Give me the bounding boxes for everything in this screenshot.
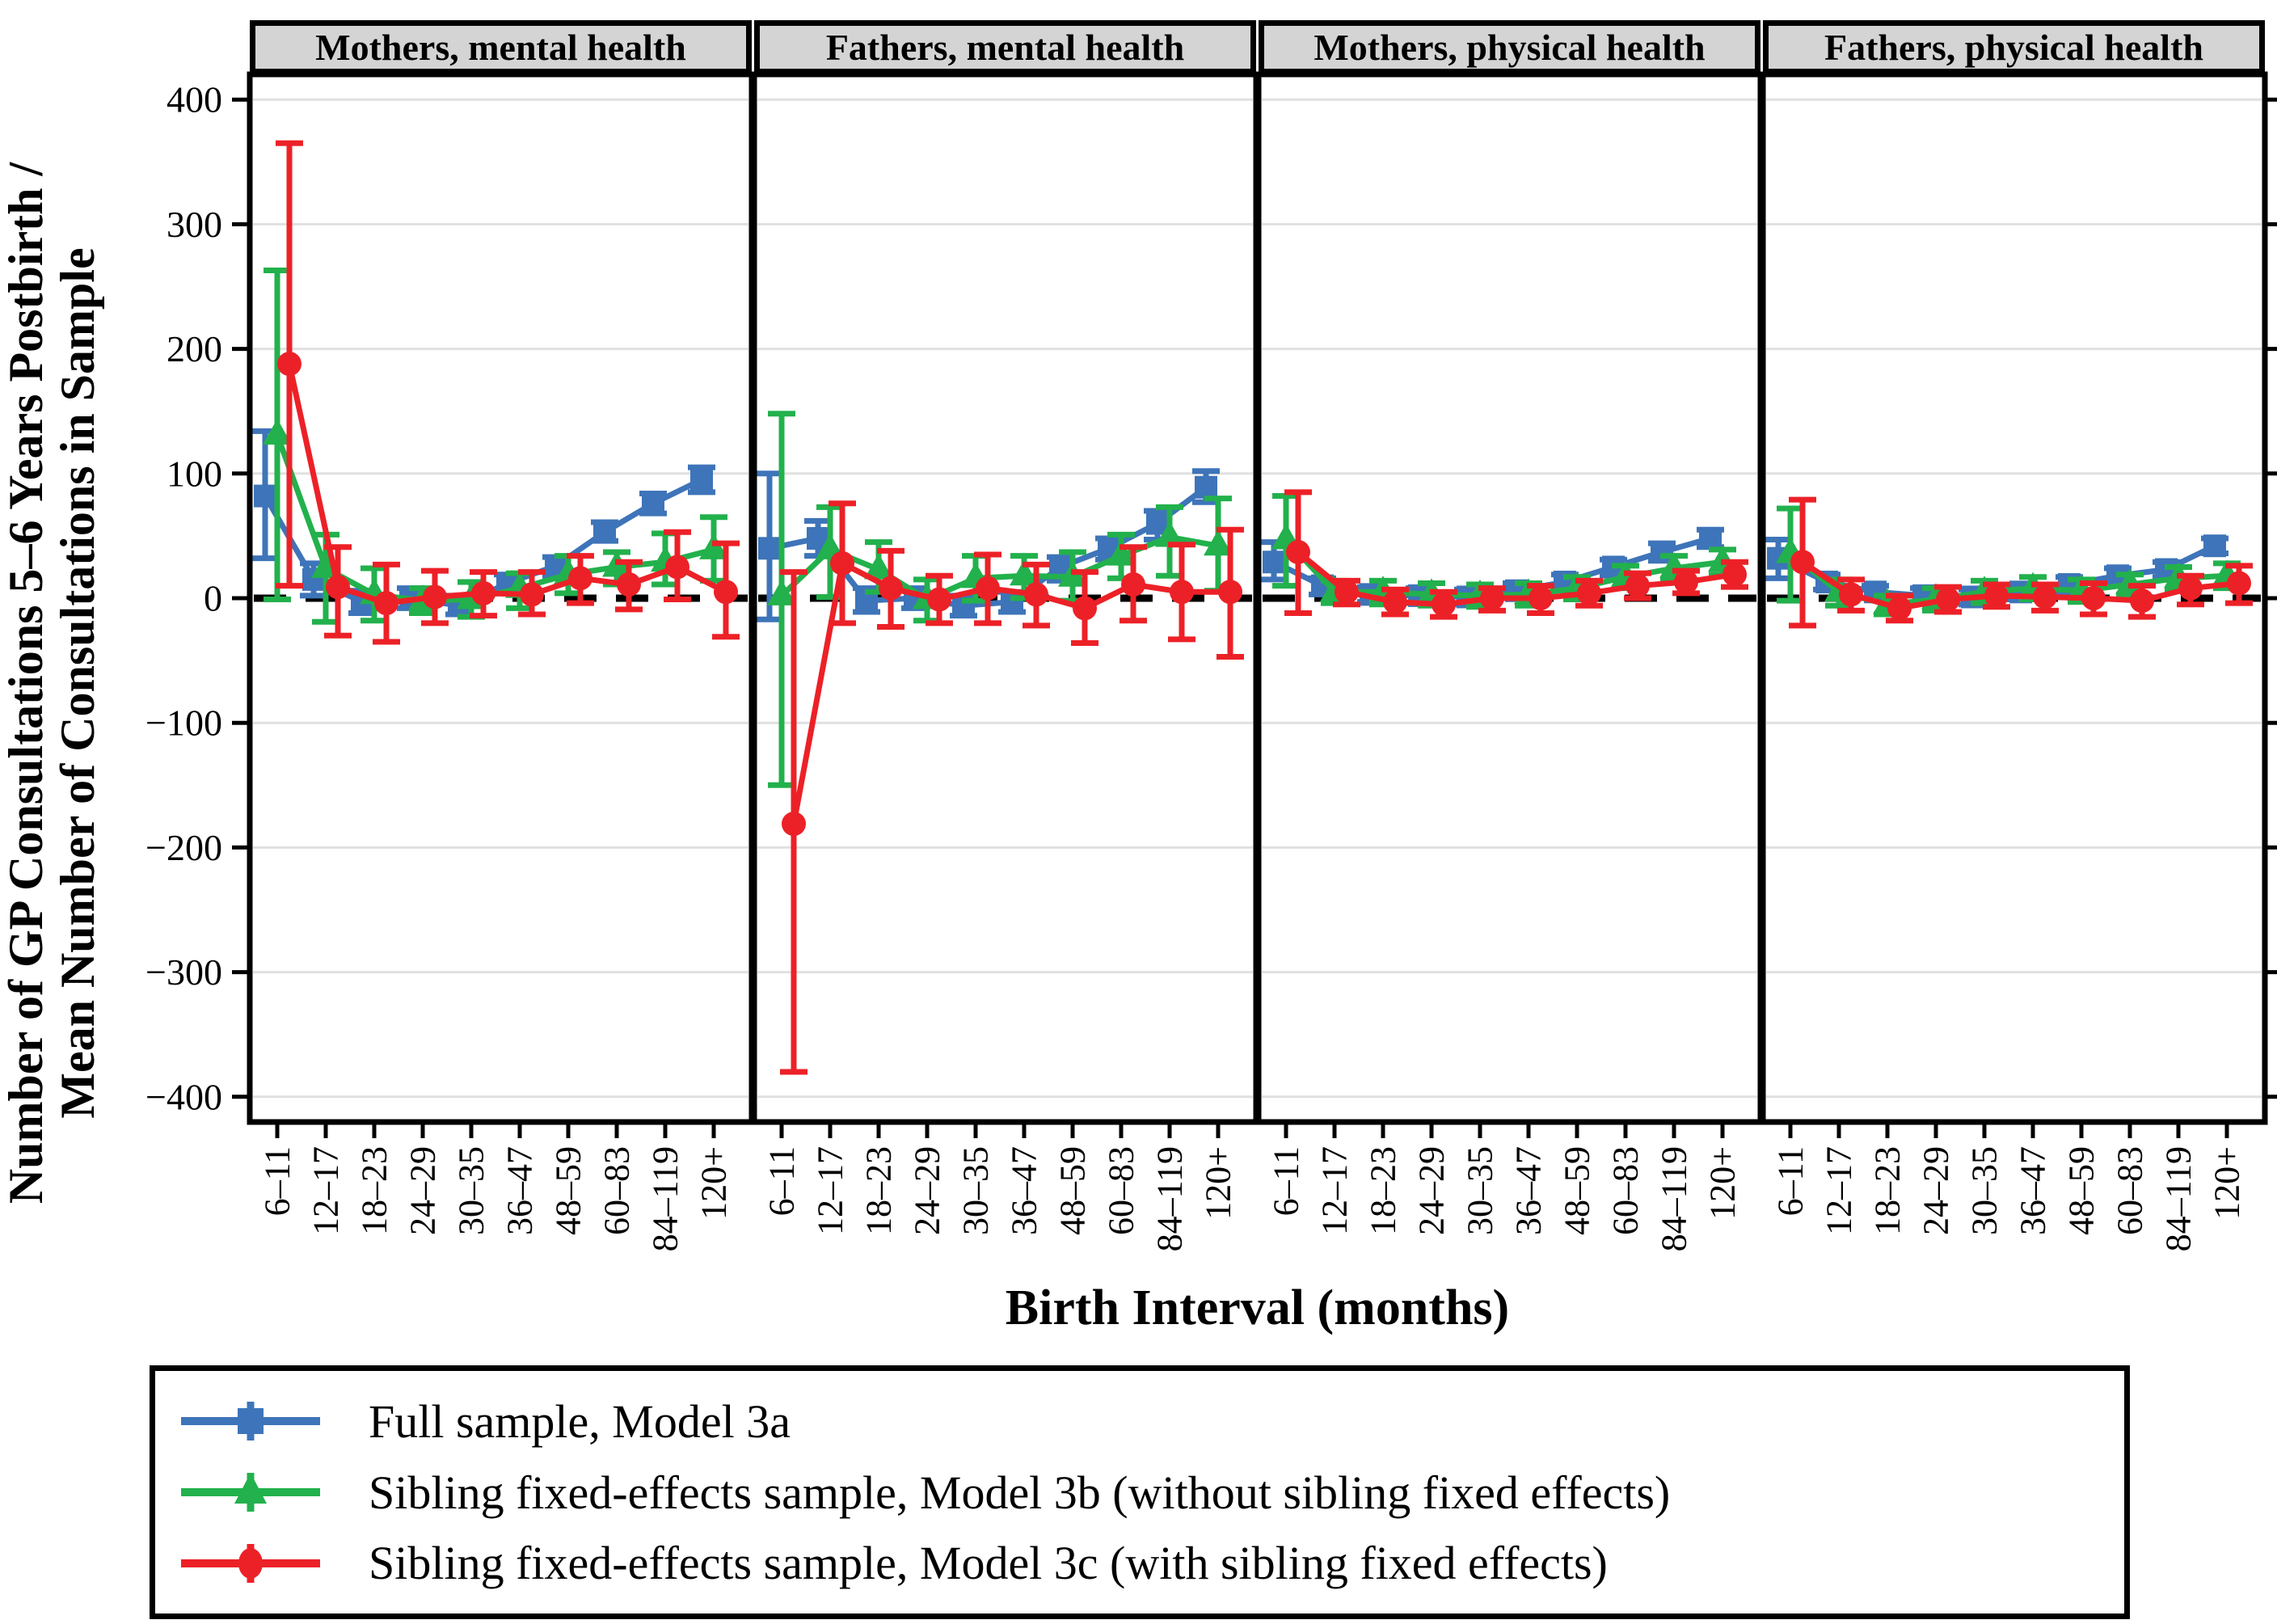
- legend-label-model-3c: Sibling fixed-effects sample, Model 3c (…: [369, 1537, 1608, 1590]
- svg-text:−300: −300: [145, 951, 222, 993]
- legend-item-model-3b: Sibling fixed-effects sample, Model 3b (…: [178, 1466, 2116, 1520]
- svg-text:48–59: 48–59: [549, 1146, 588, 1235]
- svg-text:48–59: 48–59: [2062, 1146, 2102, 1235]
- svg-text:84–119: 84–119: [1655, 1146, 1694, 1251]
- svg-text:12–17: 12–17: [811, 1146, 850, 1235]
- svg-text:30–35: 30–35: [1965, 1146, 2005, 1235]
- svg-text:84–119: 84–119: [1150, 1146, 1190, 1251]
- svg-text:200: 200: [167, 328, 222, 369]
- svg-text:12–17: 12–17: [306, 1146, 346, 1235]
- legend-marker-blue-square: [178, 1395, 323, 1447]
- panel-header-mothers-physical-health: Mothers, physical health: [1259, 20, 1760, 74]
- svg-text:100: 100: [167, 453, 222, 494]
- svg-text:30–35: 30–35: [1461, 1146, 1500, 1235]
- svg-text:48–59: 48–59: [1558, 1146, 1597, 1235]
- svg-text:0: 0: [204, 578, 222, 619]
- svg-text:6–11: 6–11: [1771, 1146, 1811, 1216]
- svg-text:84–119: 84–119: [2159, 1146, 2199, 1251]
- svg-text:120+: 120+: [1199, 1146, 1238, 1220]
- svg-text:24–29: 24–29: [908, 1146, 947, 1235]
- svg-text:24–29: 24–29: [1916, 1146, 1956, 1235]
- svg-text:120+: 120+: [1703, 1146, 1743, 1220]
- svg-text:48–59: 48–59: [1053, 1146, 1093, 1235]
- svg-text:30–35: 30–35: [956, 1146, 996, 1235]
- svg-text:120+: 120+: [694, 1146, 734, 1220]
- svg-text:12–17: 12–17: [1819, 1146, 1859, 1235]
- svg-text:12–17: 12–17: [1315, 1146, 1355, 1235]
- svg-text:18–23: 18–23: [1364, 1146, 1403, 1235]
- svg-text:−100: −100: [145, 702, 222, 744]
- svg-text:6–11: 6–11: [762, 1146, 802, 1216]
- svg-text:36–47: 36–47: [1509, 1146, 1549, 1235]
- svg-text:60–83: 60–83: [2110, 1146, 2150, 1235]
- svg-text:300: 300: [167, 204, 222, 245]
- svg-text:36–47: 36–47: [1005, 1146, 1044, 1235]
- legend: Full sample, Model 3a Sibling fixed-effe…: [150, 1365, 2130, 1619]
- legend-item-model-3c: Sibling fixed-effects sample, Model 3c (…: [178, 1536, 2116, 1590]
- svg-text:30–35: 30–35: [452, 1146, 491, 1235]
- svg-text:18–23: 18–23: [355, 1146, 394, 1235]
- svg-text:120+: 120+: [2207, 1146, 2247, 1220]
- svg-text:18–23: 18–23: [859, 1146, 899, 1235]
- svg-text:60–83: 60–83: [1606, 1146, 1646, 1235]
- svg-text:36–47: 36–47: [2013, 1146, 2053, 1235]
- x-axis-title: Birth Interval (months): [1005, 1280, 1510, 1335]
- panel-header-mothers-mental-health: Mothers, mental health: [250, 20, 752, 74]
- svg-text:24–29: 24–29: [403, 1146, 443, 1235]
- svg-text:60–83: 60–83: [1102, 1146, 1141, 1235]
- legend-marker-red-circle: [178, 1538, 323, 1589]
- svg-text:24–29: 24–29: [1412, 1146, 1452, 1235]
- svg-text:60–83: 60–83: [597, 1146, 637, 1235]
- legend-marker-green-triangle: [178, 1466, 323, 1518]
- svg-text:84–119: 84–119: [646, 1146, 685, 1251]
- panel-header-fathers-physical-health: Fathers, physical health: [1763, 20, 2265, 74]
- legend-item-model-3a: Full sample, Model 3a: [178, 1394, 2116, 1449]
- svg-text:36–47: 36–47: [500, 1146, 540, 1235]
- svg-text:400: 400: [167, 79, 222, 120]
- svg-text:−200: −200: [145, 827, 222, 868]
- svg-text:6–11: 6–11: [1267, 1146, 1306, 1216]
- panel-header-fathers-mental-health: Fathers, mental health: [754, 20, 1256, 74]
- legend-label-model-3b: Sibling fixed-effects sample, Model 3b (…: [369, 1466, 1671, 1519]
- legend-label-model-3a: Full sample, Model 3a: [369, 1394, 791, 1448]
- svg-text:6–11: 6–11: [258, 1146, 297, 1216]
- svg-text:18–23: 18–23: [1868, 1146, 1908, 1235]
- svg-text:−400: −400: [145, 1076, 222, 1117]
